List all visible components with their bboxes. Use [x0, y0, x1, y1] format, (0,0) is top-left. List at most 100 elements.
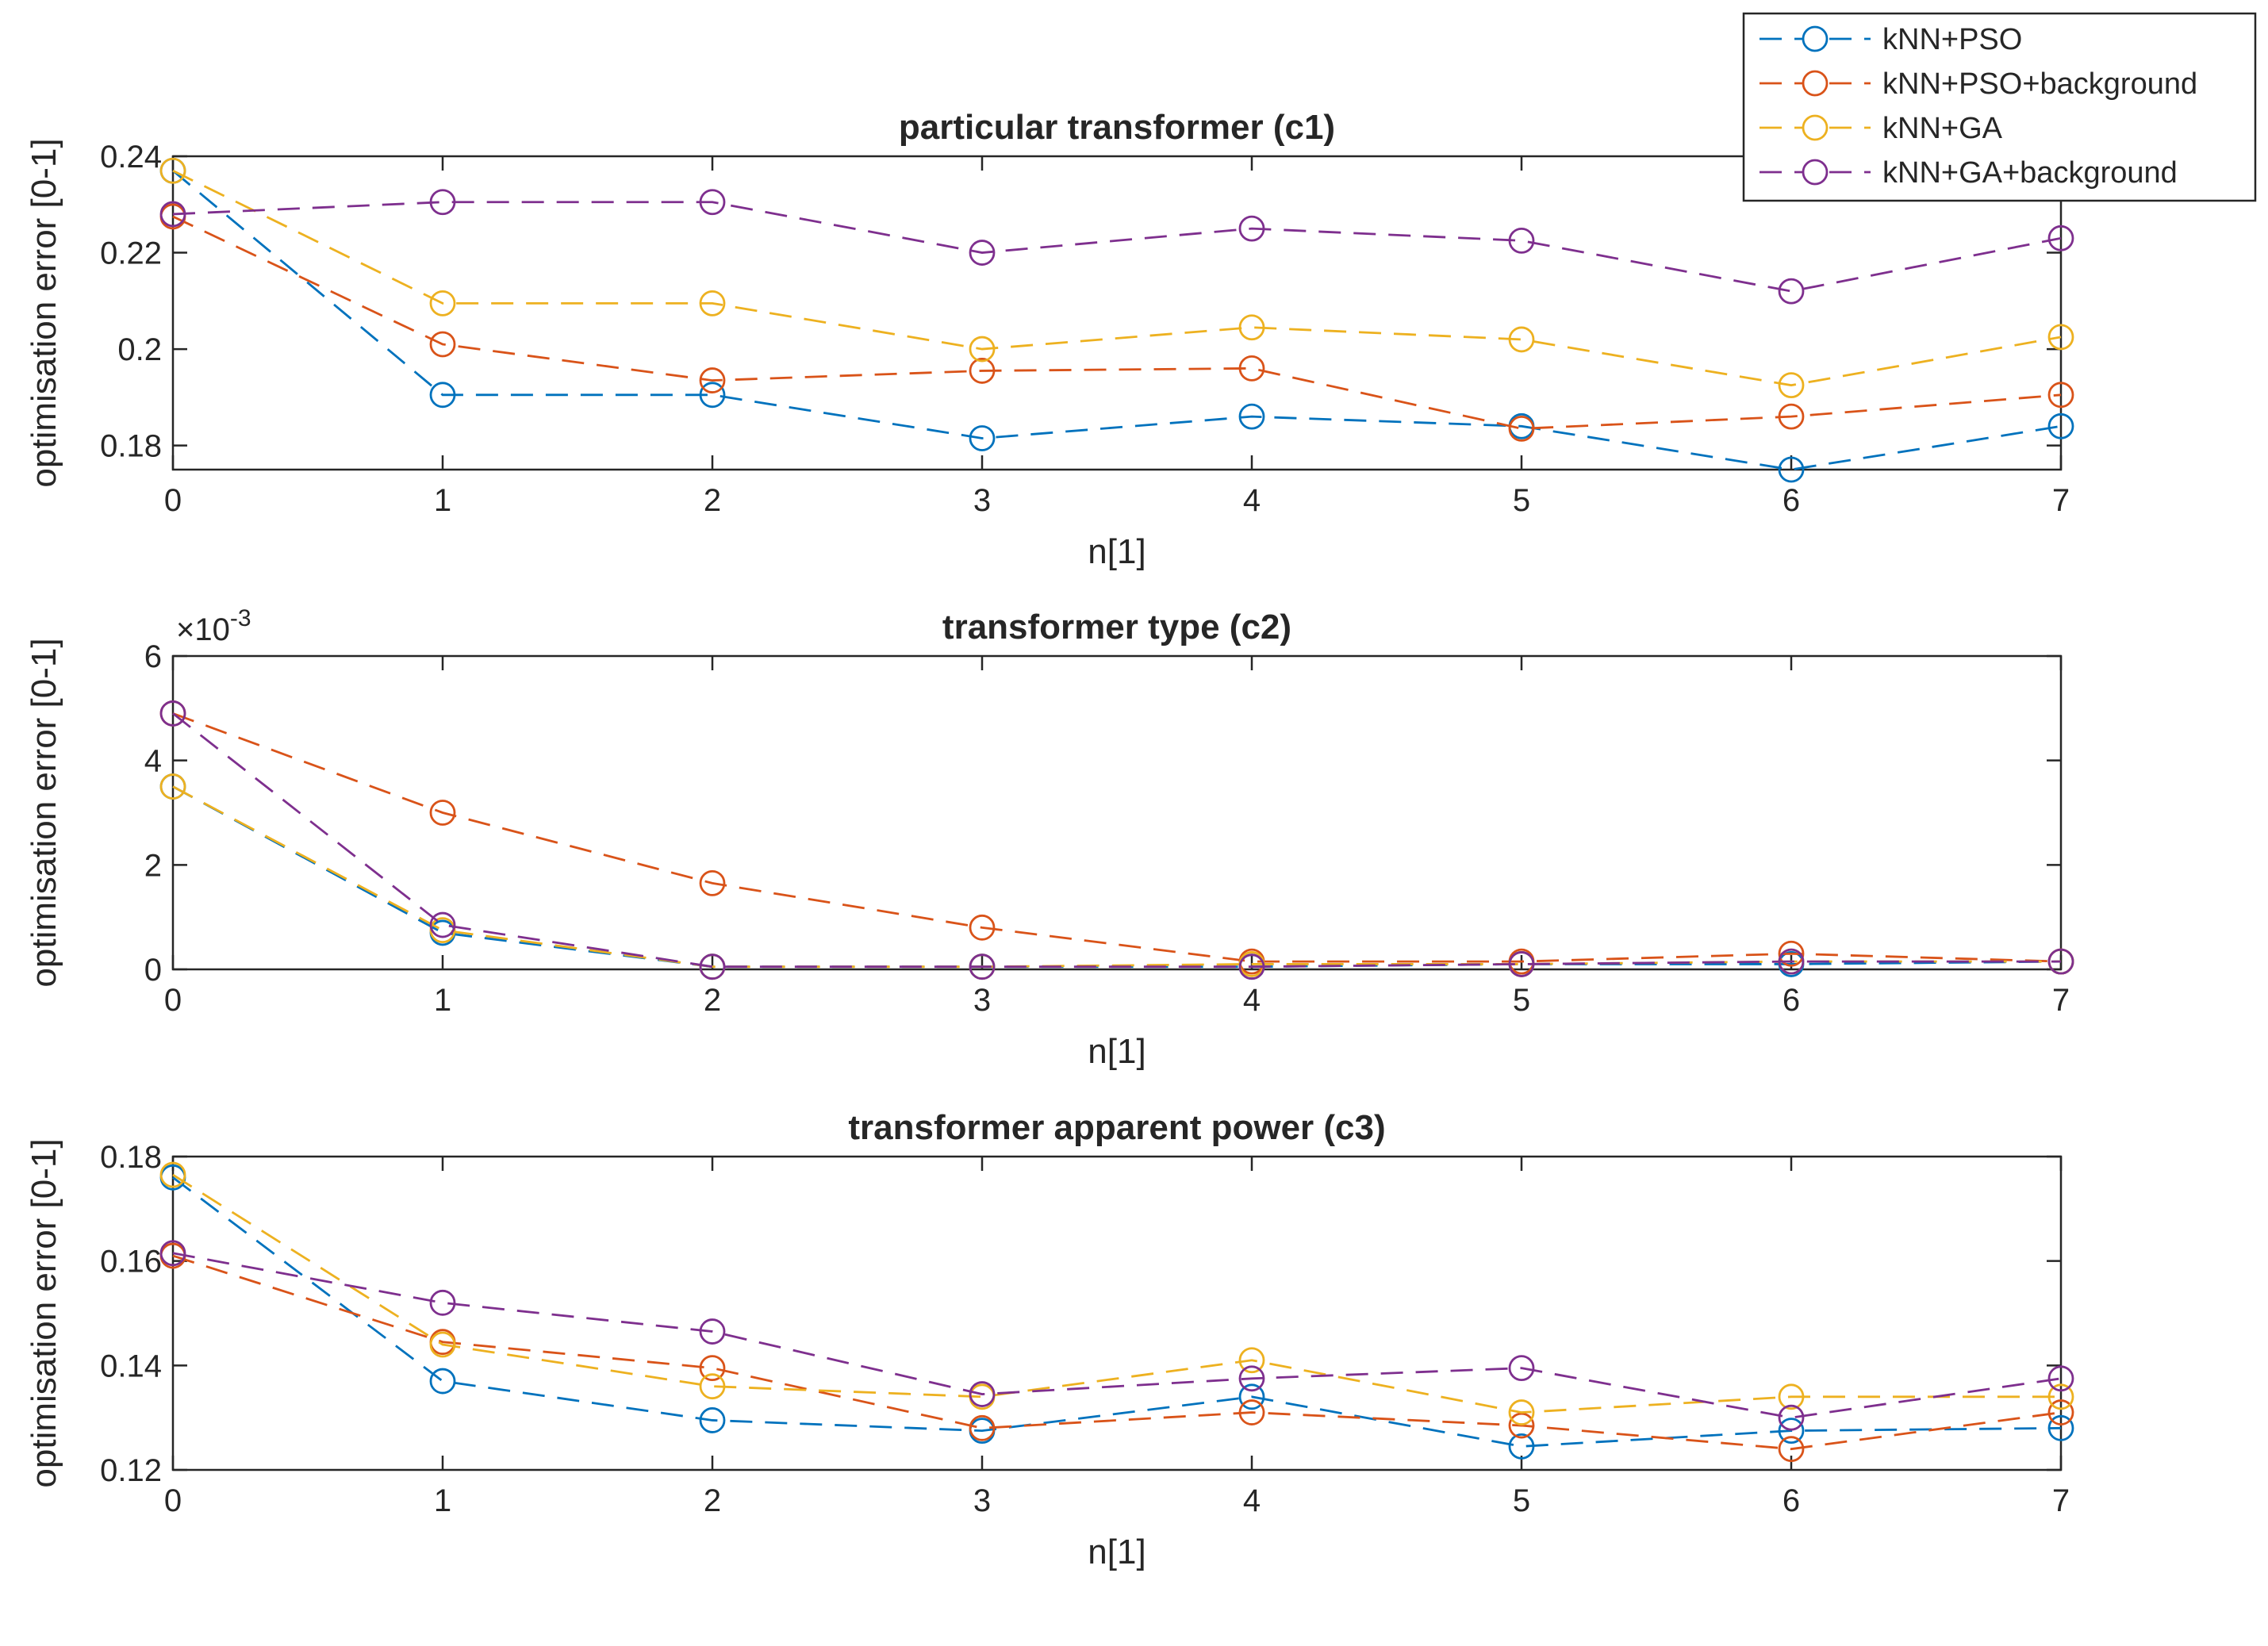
y-tick-label: 0.16: [100, 1245, 162, 1280]
data-point: [1238, 1383, 1265, 1410]
data-point: [159, 773, 186, 800]
x-tick-label: 7: [2052, 1483, 2070, 1518]
data-point: [159, 201, 186, 228]
data-point: [159, 1161, 186, 1188]
series-line: [172, 1254, 2062, 1451]
y-tick-label: 6: [144, 639, 162, 674]
data-point: [1238, 1365, 1265, 1392]
data-point: [429, 331, 456, 358]
legend-entry: kNN+GA: [1760, 112, 2003, 145]
series-knn-pso-background: [159, 203, 2074, 442]
x-tick-label: 6: [1783, 983, 1800, 1018]
data-point: [159, 1240, 186, 1267]
series-line: [172, 201, 2062, 293]
x-axis-label: n[1]: [1088, 1533, 1146, 1571]
legend-entry: kNN+PSO: [1760, 23, 2022, 56]
x-tick-label: 1: [434, 1483, 451, 1518]
data-point: [699, 1373, 726, 1400]
y-tick-label: 4: [144, 744, 162, 779]
series-line: [172, 712, 2062, 963]
legend-entry: kNN+PSO+background: [1760, 67, 2197, 101]
data-point: [699, 382, 726, 409]
data-point: [1238, 215, 1265, 242]
legend-marker: [1802, 114, 1829, 141]
data-point: [1238, 314, 1265, 341]
data-point: [699, 1318, 726, 1345]
data-point: [2047, 1399, 2074, 1425]
data-point: [1508, 227, 1535, 254]
exponent-label: ×10-3: [176, 605, 251, 647]
axes-box: [171, 654, 2063, 971]
data-point: [969, 953, 996, 980]
series-line: [172, 1252, 2062, 1419]
data-point: [2047, 1365, 2074, 1392]
legend: kNN+PSO kNN+PSO+background kNN+GA kNN+GA+ba…: [1742, 12, 2257, 202]
y-tick-label: 0: [144, 953, 162, 988]
series-line: [172, 1176, 2062, 1448]
data-point: [969, 914, 996, 941]
data-point: [1238, 1399, 1265, 1425]
data-point: [429, 1289, 456, 1316]
x-tick-label: 2: [704, 983, 721, 1018]
data-point: [1508, 1355, 1535, 1382]
data-point: [969, 358, 996, 384]
legend-entry: kNN+GA+background: [1760, 156, 2178, 190]
legend-label: kNN+GA+background: [1882, 156, 2178, 190]
data-point: [1778, 1418, 1805, 1445]
data-point: [699, 189, 726, 216]
data-point: [1508, 1433, 1535, 1460]
data-point: [2047, 1383, 2074, 1410]
chart-panel-2: 0 1 2 3 4 5 6 7 0 2 4 6 ×10-3 transformer type (c2) n[…: [25, 605, 2074, 1071]
x-tick-label: 1: [434, 483, 451, 518]
legend-label: kNN+PSO+background: [1882, 67, 2197, 101]
series-knn-ga: [159, 1161, 2074, 1425]
data-point: [429, 290, 456, 317]
data-point: [1778, 278, 1805, 305]
data-point: [2047, 382, 2074, 409]
y-tick-label: 0.2: [117, 332, 162, 367]
data-point: [699, 953, 726, 980]
data-point: [1238, 1347, 1265, 1374]
data-point: [159, 700, 186, 727]
x-tick-label: 3: [973, 983, 991, 1018]
data-point: [699, 1407, 726, 1433]
series-knn-ga: [159, 157, 2074, 399]
chart-title: particular transformer (c1): [899, 108, 1335, 147]
data-point: [699, 1355, 726, 1382]
data-point: [1778, 456, 1805, 483]
series-knn-pso: [159, 1164, 2074, 1460]
y-tick-label: 0.12: [100, 1453, 162, 1488]
data-point: [1238, 403, 1265, 430]
series-knn-ga-background: [159, 700, 2074, 980]
data-point: [1778, 940, 1805, 967]
data-point: [429, 1368, 456, 1395]
data-point: [1508, 415, 1535, 442]
y-axis-label: optimisation error [0-1]: [25, 1138, 63, 1487]
data-point: [2047, 412, 2074, 439]
data-point: [699, 869, 726, 896]
data-point: [1508, 1412, 1535, 1439]
y-axis-label: optimisation error [0-1]: [25, 638, 63, 987]
data-point: [429, 911, 456, 938]
series-knn-ga-background: [159, 189, 2074, 305]
y-tick-label: 0.14: [100, 1349, 162, 1383]
data-point: [969, 336, 996, 363]
data-point: [1238, 953, 1265, 980]
data-point: [2047, 224, 2074, 251]
data-point: [1508, 1399, 1535, 1425]
data-point: [2047, 324, 2074, 351]
data-point: [429, 189, 456, 216]
data-point: [969, 425, 996, 451]
y-axis-label: optimisation error [0-1]: [25, 138, 63, 487]
data-point: [1238, 355, 1265, 382]
series-line: [172, 712, 2061, 969]
y-tick-label: 0.22: [100, 236, 162, 271]
series-knn-ga-background: [159, 1240, 2074, 1431]
x-tick-label: 6: [1783, 483, 1800, 518]
data-point: [699, 290, 726, 317]
data-point: [969, 1414, 996, 1441]
y-tick-label: 0.18: [100, 429, 162, 464]
legend-box: [1742, 12, 2257, 202]
x-tick-label: 2: [704, 483, 721, 518]
